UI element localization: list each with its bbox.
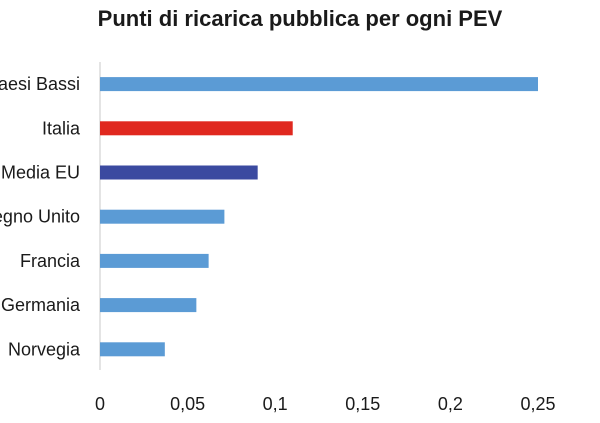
bar-paesi-bassi	[100, 77, 538, 92]
bar-germania	[100, 298, 197, 313]
category-label-regno-unito: Regno Unito	[0, 207, 80, 227]
chart-title: Punti di ricarica pubblica per ogni PEV	[98, 6, 503, 31]
category-label-italia: Italia	[42, 118, 81, 138]
bar-media-eu	[100, 165, 258, 180]
x-tick-label: 0,15	[345, 394, 380, 414]
bar-francia	[100, 253, 209, 268]
bar-norvegia	[100, 342, 165, 357]
category-label-media-eu: Media EU	[1, 163, 80, 183]
x-tick-label: 0	[95, 394, 105, 414]
category-label-germania: Germania	[1, 295, 81, 315]
category-label-norvegia: Norvegia	[8, 339, 81, 359]
x-tick-label: 0,2	[438, 394, 463, 414]
x-tick-label: 0,1	[263, 394, 288, 414]
x-tick-label: 0,05	[170, 394, 205, 414]
bar-italia	[100, 121, 293, 136]
x-tick-label: 0,25	[520, 394, 555, 414]
category-label-francia: Francia	[20, 251, 81, 271]
bar-regno-unito	[100, 209, 225, 224]
category-label-paesi-bassi: Paesi Bassi	[0, 74, 80, 94]
